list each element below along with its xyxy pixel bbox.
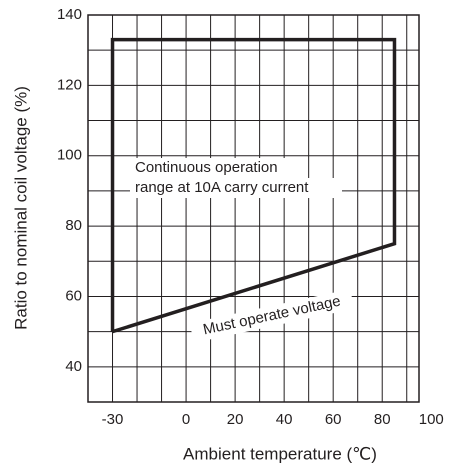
y-tick-label: 60	[65, 287, 82, 304]
annotation-bg	[189, 289, 355, 343]
y-tick-label: 140	[57, 6, 82, 23]
annotation-group: Must operate voltage	[189, 289, 355, 343]
plot-frame	[87, 14, 420, 403]
x-tick-label: 60	[325, 411, 342, 428]
y-tick-label: 120	[57, 76, 82, 93]
annotation-bg	[130, 178, 342, 198]
y-axis-title: Ratio to nominal coil voltage (%)	[11, 86, 30, 330]
x-tick-label: 0	[182, 411, 190, 428]
x-tick-label: 40	[276, 411, 293, 428]
y-tick-label: 40	[65, 358, 82, 375]
annotation-bg	[130, 158, 305, 178]
region-outline	[110, 37, 397, 334]
x-axis-title: Ambient temperature (℃)	[183, 444, 377, 463]
annotation: range at 10A carry current	[135, 179, 309, 196]
y-tick-label: 80	[65, 217, 82, 234]
annotation: Continuous operation	[135, 159, 278, 176]
x-tick-label: 80	[374, 411, 391, 428]
x-tick-label: -30	[102, 411, 124, 428]
x-tick-label: 20	[227, 411, 244, 428]
x-tick-label: 100	[419, 411, 444, 428]
y-tick-label: 100	[57, 147, 82, 164]
